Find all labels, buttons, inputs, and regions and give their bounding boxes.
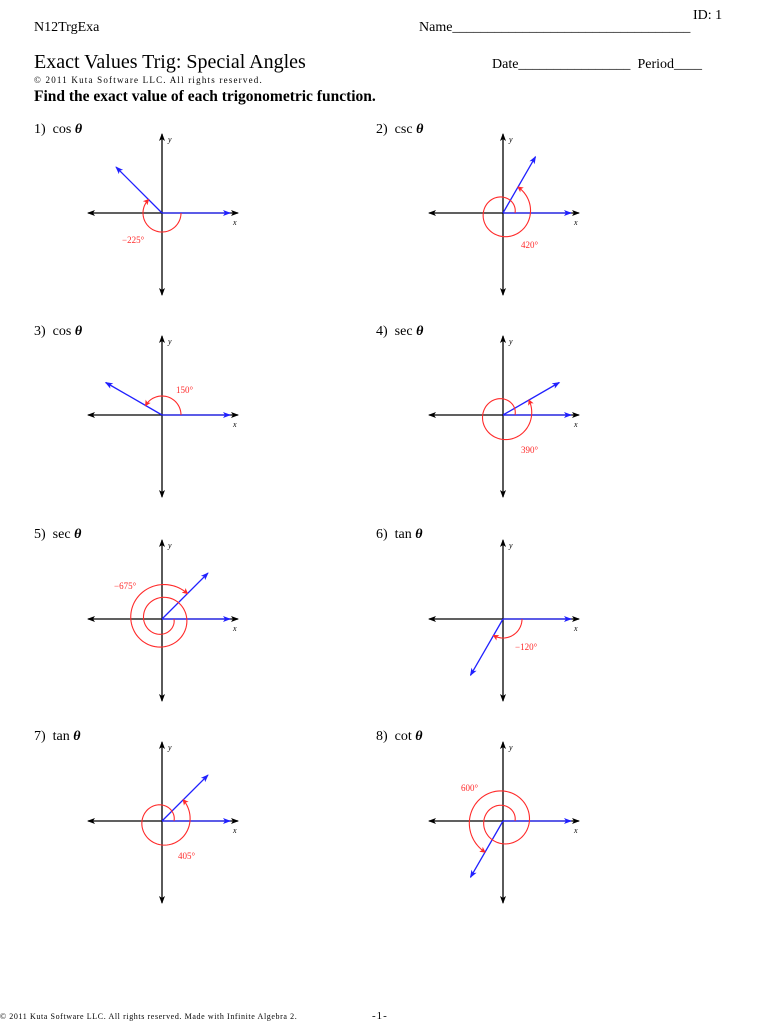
instructions: Find the exact value of each trigonometr… [34,88,376,105]
terminal-side [469,618,504,677]
problem-1-label: 1) cos θ [34,122,83,137]
problem-5-label: 5) sec θ [34,527,82,542]
graph-problem-8: x y 600° [428,741,580,904]
angle-label: −120° [515,642,538,652]
graph-problem-5: x y −675° [87,539,239,702]
graph-problem-3: x y 150° [87,335,239,498]
name-field[interactable]: Name__________________________________ [419,20,691,35]
problem-3-label: 3) cos θ [34,324,83,339]
x-axis-label: x [573,420,578,429]
footer-text: © 2011 Kuta Software LLC. All rights res… [0,1012,298,1021]
x-axis-label: x [573,826,578,835]
problem-2-label: 2) csc θ [376,122,424,137]
worksheet-id: ID: 1 [693,8,723,23]
y-axis-label: y [508,337,513,346]
y-axis-label: y [167,541,172,550]
angle-label: 420° [521,240,539,250]
problem-7-label: 7) tan θ [34,729,81,744]
angle-label: 600° [461,783,479,793]
x-axis-label: x [573,624,578,633]
angle-arc [468,790,531,853]
terminal-side [469,820,504,879]
graph-problem-4: x y 390° [428,335,580,498]
y-axis-label: y [508,743,513,752]
graph-problem-6: x y −120° [428,539,580,702]
terminal-side [161,774,209,822]
angle-label: −225° [122,235,145,245]
terminal-side [104,381,163,416]
terminal-side [115,166,163,214]
y-axis-label: y [167,135,172,144]
worksheet-code: N12TrgExa [34,20,100,35]
angle-arc [145,395,182,416]
page-number: -1- [372,1010,388,1022]
problem-6-label: 6) tan θ [376,527,423,542]
problem-8-label: 8) cot θ [376,729,423,744]
y-axis-label: y [167,337,172,346]
angle-arc [482,186,532,238]
period-field[interactable]: Period____ [637,57,702,72]
copyright-notice: © 2011 Kuta Software LLC. All rights res… [34,75,263,85]
x-axis-label: x [232,218,237,227]
graph-problem-7: x y 405° [87,741,239,904]
angle-arc [492,618,523,641]
y-axis-label: y [508,541,513,550]
y-axis-label: y [167,743,172,752]
angle-arc [141,799,191,846]
problem-4-label: 4) sec θ [376,324,424,339]
x-axis-label: x [232,826,237,835]
angle-arc [142,198,182,233]
y-axis-label: y [508,135,513,144]
date-field[interactable]: Date________________ [492,57,631,72]
graph-problem-2: x y 420° [428,133,580,296]
angle-arc [481,398,534,441]
terminal-side [502,155,537,214]
graph-problem-1: x y −225° [87,133,239,296]
angle-label: 390° [521,445,539,455]
angle-label: 150° [176,385,194,395]
angle-arc [130,583,189,648]
x-axis-label: x [232,624,237,633]
x-axis-label: x [232,420,237,429]
angle-label: −675° [114,581,137,591]
page-title: Exact Values Trig: Special Angles [34,51,306,73]
angle-label: 405° [178,851,196,861]
x-axis-label: x [573,218,578,227]
terminal-side [502,381,561,416]
terminal-side [161,572,209,620]
date-period-fields: Date________________ Period____ [492,57,702,73]
